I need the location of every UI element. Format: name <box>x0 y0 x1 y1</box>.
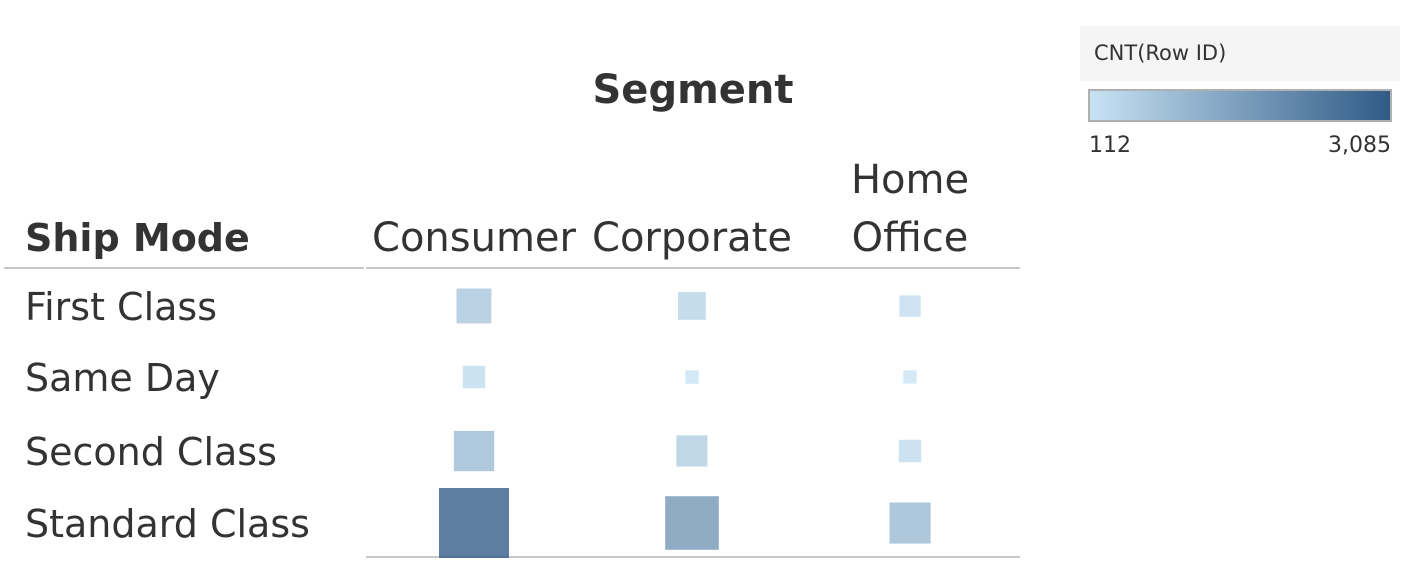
color-legend: CNT(Row ID) 112 3,085 <box>1080 26 1400 158</box>
cell-r1-c2[interactable] <box>678 292 706 320</box>
column-header-2: Corporate <box>592 215 792 261</box>
column-header-3-line-2: Office <box>852 215 969 261</box>
cell-r1-c3[interactable] <box>899 295 921 317</box>
column-field-title: Segment <box>593 67 794 113</box>
cell-r4-c1[interactable] <box>439 488 509 558</box>
cell-r3-c2[interactable] <box>676 435 708 467</box>
cell-r2-c3[interactable] <box>903 370 917 384</box>
column-headers: Consumer Corporate Home Office <box>372 157 969 261</box>
column-header-3-line-1: Home <box>851 157 969 203</box>
row-header-1: First Class <box>25 285 217 329</box>
legend-max-label: 3,085 <box>1328 133 1391 158</box>
heatmap-cells <box>439 288 931 558</box>
row-header-4: Standard Class <box>25 502 310 546</box>
row-header-3: Second Class <box>25 430 277 474</box>
cell-r2-c1[interactable] <box>462 365 486 389</box>
column-header-1: Consumer <box>372 215 577 261</box>
cell-r3-c3[interactable] <box>898 439 922 463</box>
legend-title: CNT(Row ID) <box>1094 41 1226 65</box>
legend-color-ramp <box>1088 89 1392 122</box>
legend-title-background <box>1080 26 1400 81</box>
row-field-title: Ship Mode <box>25 216 250 260</box>
row-headers: First Class Same Day Second Class Standard … <box>25 285 310 546</box>
cell-r4-c3[interactable] <box>889 502 931 544</box>
cell-r3-c1[interactable] <box>453 430 495 472</box>
cell-r4-c2[interactable] <box>665 496 719 550</box>
row-header-2: Same Day <box>25 356 220 400</box>
cell-r2-c2[interactable] <box>685 370 699 384</box>
cell-r1-c1[interactable] <box>456 288 492 324</box>
legend-min-label: 112 <box>1089 133 1131 158</box>
